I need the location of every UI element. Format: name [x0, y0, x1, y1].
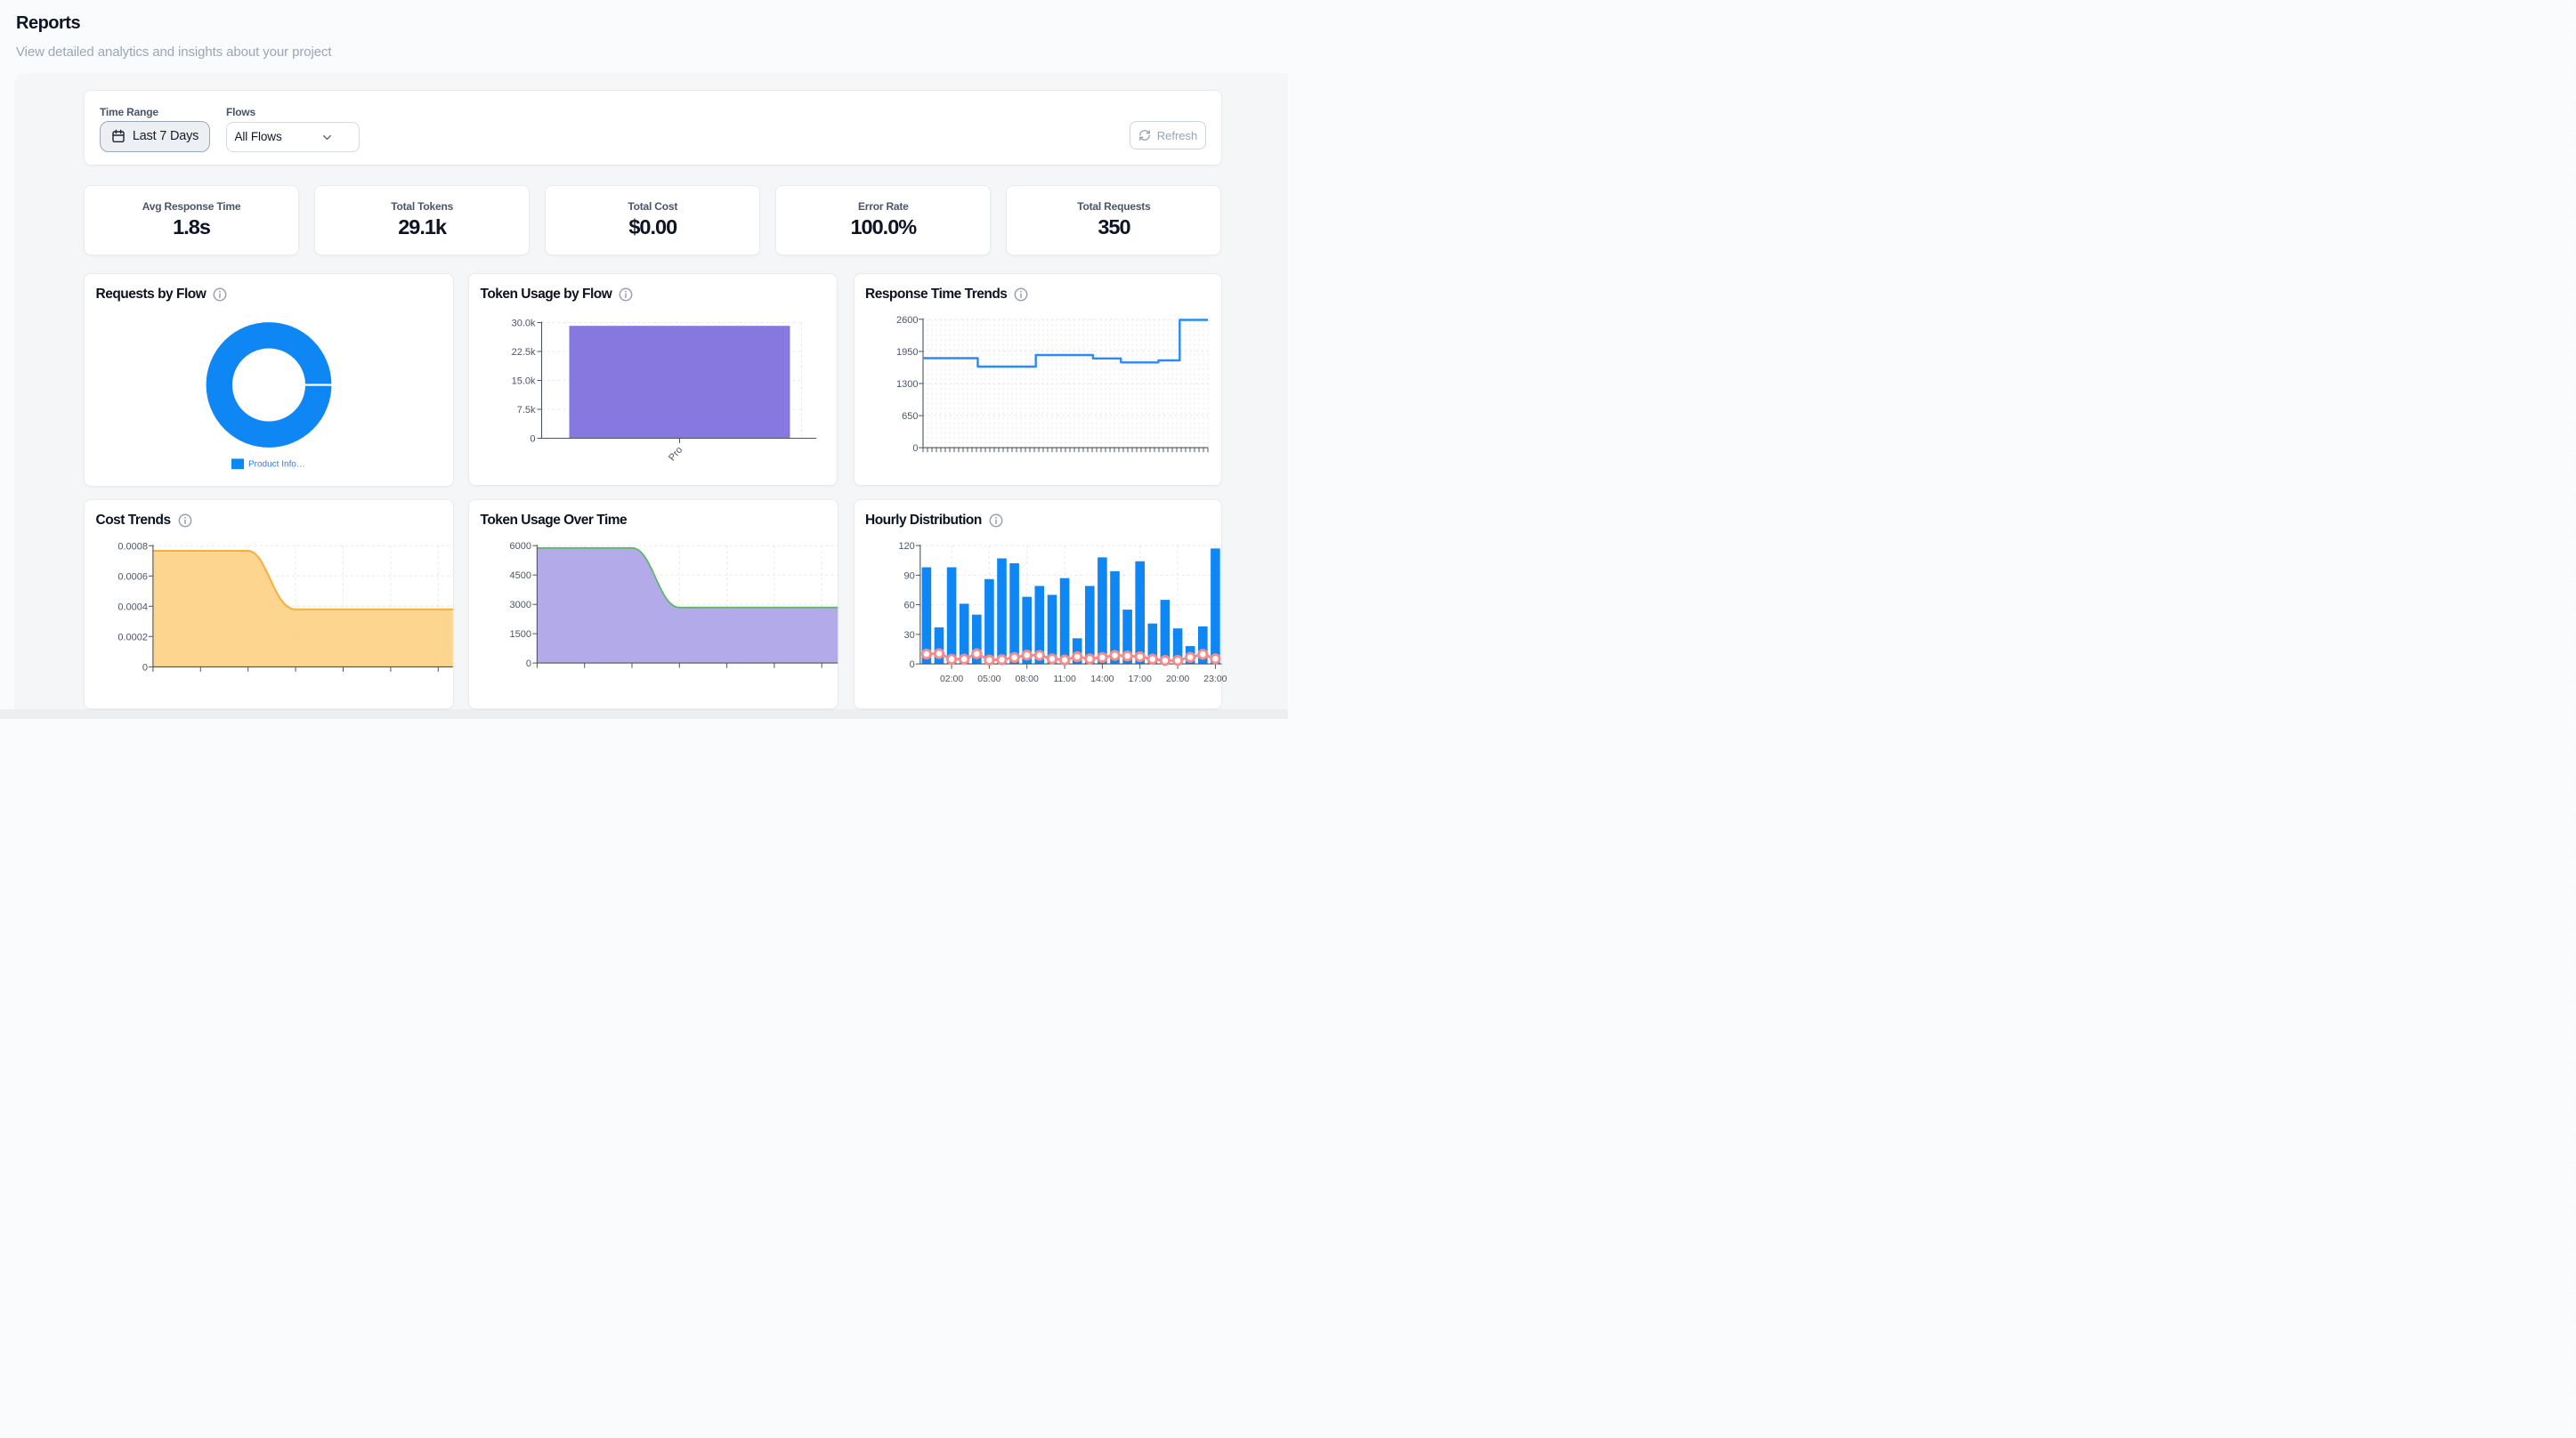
svg-text:0.0006: 0.0006 — [117, 571, 148, 582]
svg-text:1300: 1300 — [896, 379, 918, 390]
svg-text:0: 0 — [530, 433, 535, 444]
svg-text:60: 60 — [903, 600, 914, 610]
svg-text:1950: 1950 — [896, 346, 918, 357]
svg-text:22.5k: 22.5k — [512, 347, 536, 358]
svg-text:4500: 4500 — [510, 570, 531, 581]
svg-text:0: 0 — [909, 659, 914, 670]
svg-text:14:00: 14:00 — [1090, 674, 1114, 684]
svg-text:20:00: 20:00 — [1165, 674, 1188, 684]
svg-text:15.0k: 15.0k — [512, 376, 536, 386]
svg-text:120: 120 — [898, 541, 914, 552]
svg-text:08:00: 08:00 — [1015, 674, 1038, 684]
svg-text:30: 30 — [903, 629, 914, 640]
svg-text:3000: 3000 — [510, 600, 531, 610]
svg-text:0.0008: 0.0008 — [117, 541, 148, 552]
svg-text:650: 650 — [902, 411, 918, 422]
svg-text:0.0004: 0.0004 — [117, 602, 148, 612]
svg-text:6000: 6000 — [510, 541, 531, 552]
svg-text:Pro: Pro — [667, 444, 685, 463]
svg-text:02:00: 02:00 — [939, 674, 962, 684]
svg-text:0: 0 — [526, 658, 531, 669]
svg-text:30.0k: 30.0k — [512, 318, 536, 328]
svg-text:2600: 2600 — [896, 314, 918, 325]
svg-text:17:00: 17:00 — [1128, 674, 1151, 684]
svg-text:7.5k: 7.5k — [517, 405, 536, 416]
svg-text:05:00: 05:00 — [977, 674, 1000, 684]
svg-text:23:00: 23:00 — [1203, 674, 1227, 684]
svg-text:1500: 1500 — [510, 629, 531, 640]
svg-text:0: 0 — [142, 662, 148, 673]
svg-text:0: 0 — [912, 443, 918, 454]
svg-text:0.0002: 0.0002 — [117, 632, 148, 642]
svg-text:90: 90 — [903, 570, 914, 581]
svg-text:11:00: 11:00 — [1053, 674, 1076, 684]
svg-text:Product Info…: Product Info… — [248, 459, 305, 469]
